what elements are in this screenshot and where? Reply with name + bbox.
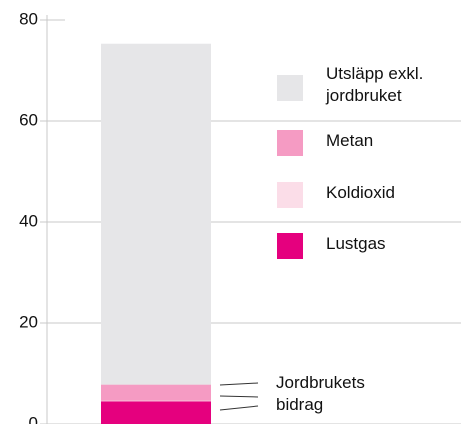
legend-swatch <box>277 75 303 101</box>
y-tick-label: 0 <box>29 413 38 424</box>
legend-label: Koldioxid <box>326 183 395 202</box>
bar-segment <box>101 401 211 424</box>
y-tick-label: 20 <box>19 312 38 331</box>
legend-label: Metan <box>326 131 374 150</box>
y-tick-label: 60 <box>19 110 38 129</box>
leader-line <box>219 405 259 411</box>
legend-swatch <box>277 233 303 259</box>
bar-segment <box>101 400 211 402</box>
bar-segment <box>101 384 211 401</box>
y-tick-label: 40 <box>19 211 38 230</box>
annotation: Jordbrukets bidrag <box>276 373 365 414</box>
y-tick-label: 80 <box>19 9 38 28</box>
legend-swatch <box>277 182 303 208</box>
leader-line <box>219 395 259 398</box>
bar-segment <box>101 43 211 385</box>
legend-swatch <box>277 130 303 156</box>
leader-line <box>219 382 259 386</box>
legend-label: Utsläpp exkl. jordbruket <box>326 64 424 105</box>
legend-label: Lustgas <box>326 234 386 253</box>
